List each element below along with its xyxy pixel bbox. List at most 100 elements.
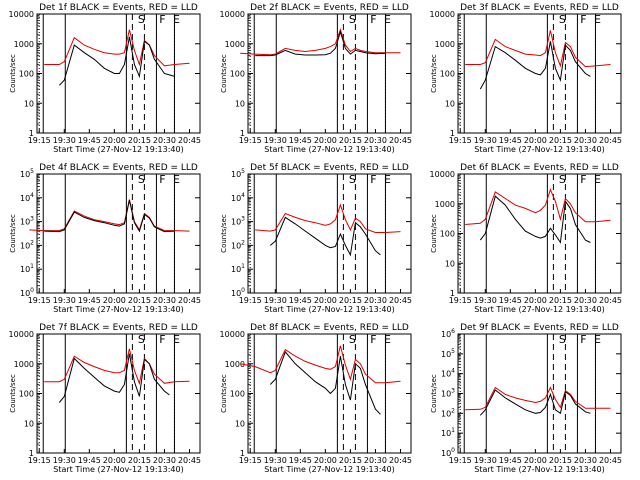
marker-label: S [138, 333, 145, 346]
x-tick-label: 20:00 [103, 456, 126, 465]
x-tick-label: 19:45 [78, 136, 101, 145]
y-tick-label: 105 [441, 348, 455, 359]
marker-label: F [159, 13, 165, 26]
series-line-events [269, 350, 381, 415]
series-line-events [255, 30, 386, 57]
series-line-events [58, 353, 170, 403]
x-tick-label: 20:45 [599, 456, 622, 465]
x-tick-label: 20:00 [103, 136, 126, 145]
y-tick-label: 10000 [9, 10, 34, 19]
marker-label: F [580, 173, 586, 186]
y-tick-label: 10000 [430, 170, 455, 179]
y-axis-label: Counts/sec [220, 374, 228, 413]
chart-panel-4: Det 4f BLACK = Events, RED = LLD 100 101 10… [9, 163, 201, 314]
x-tick-label: 20:30 [574, 456, 597, 465]
x-axis-label: Start Time (27-Nov-12 19:13:40) [264, 145, 394, 154]
x-tick-label: 20:15 [549, 136, 572, 145]
x-tick-label: 20:45 [389, 136, 412, 145]
marker-label: S [349, 13, 356, 26]
y-tick-label: 10 [24, 99, 34, 108]
y-tick-label: 103 [20, 216, 34, 227]
y-tick-label: 10 [445, 259, 455, 268]
x-tick-label: 19:45 [499, 456, 522, 465]
x-tick-label: 19:45 [499, 136, 522, 145]
chart-panel-2: Det 2f BLACK = Events, RED = LLD 1 10 100 10… [220, 3, 412, 154]
y-tick-label: 1 [29, 129, 34, 138]
chart-title: Det 6f BLACK = Events, RED = LLD [460, 163, 619, 173]
marker-label: S [349, 333, 356, 346]
x-tick-label: 20:15 [339, 296, 362, 305]
y-tick-label: 1 [450, 129, 455, 138]
x-tick-label: 19:15 [28, 136, 51, 145]
x-tick-label: 19:15 [239, 296, 262, 305]
y-tick-label: 1000 [14, 360, 34, 369]
chart-panel-8: Det 8f BLACK = Events, RED = LLD 1 10 100 10… [220, 323, 412, 474]
series-line-events [479, 41, 591, 90]
x-tick-label: 20:45 [389, 296, 412, 305]
y-tick-label: 1000 [225, 360, 245, 369]
marker-label: F [370, 173, 376, 186]
y-tick-label: 10000 [430, 10, 455, 19]
y-tick-label: 104 [231, 192, 245, 203]
x-tick-label: 20:45 [599, 296, 622, 305]
y-axis-label: Counts/sec [430, 54, 438, 93]
series-line-lld [465, 30, 611, 68]
chart-title: Det 9f BLACK = Events, RED = LLD [460, 323, 619, 333]
marker-label: S [559, 13, 566, 26]
x-tick-label: 20:30 [153, 296, 176, 305]
x-tick-label: 20:30 [364, 136, 387, 145]
chart-title: Det 3f BLACK = Events, RED = LLD [460, 3, 619, 13]
marker-label: E [173, 333, 180, 346]
series-line-events [58, 36, 175, 86]
chart-title: Det 1f BLACK = Events, RED = LLD [39, 3, 198, 13]
chart-panel-6: Det 6f BLACK = Events, RED = LLD 1 10 100 10… [430, 163, 622, 314]
x-tick-label: 20:00 [314, 136, 337, 145]
x-tick-label: 20:30 [153, 136, 176, 145]
x-tick-label: 20:30 [574, 136, 597, 145]
plot-frame [36, 173, 201, 294]
x-tick-label: 20:30 [153, 456, 176, 465]
y-tick-label: 10000 [220, 10, 245, 19]
x-tick-label: 19:30 [474, 136, 497, 145]
x-tick-label: 19:45 [289, 456, 312, 465]
x-tick-label: 19:15 [449, 296, 472, 305]
marker-label: F [580, 13, 586, 26]
series-line-lld [44, 29, 190, 67]
x-tick-label: 19:30 [264, 136, 287, 145]
x-tick-label: 20:15 [128, 296, 151, 305]
y-tick-label: 10000 [9, 330, 34, 339]
y-tick-label: 1000 [435, 40, 455, 49]
marker-label: E [173, 173, 180, 186]
chart-title: Det 5f BLACK = Events, RED = LLD [250, 163, 409, 173]
x-tick-label: 20:15 [339, 136, 362, 145]
marker-label: E [594, 333, 601, 346]
y-axis-label: Counts/sec [9, 374, 17, 413]
x-axis-label: Start Time (27-Nov-12 19:13:40) [474, 305, 604, 314]
series-line-events [44, 199, 175, 233]
series-line-lld [465, 188, 611, 225]
y-tick-label: 10 [445, 99, 455, 108]
chart-title: Det 7f BLACK = Events, RED = LLD [39, 323, 198, 333]
y-tick-label: 100 [19, 70, 34, 79]
x-tick-label: 20:15 [549, 456, 572, 465]
series-line-lld [240, 28, 401, 56]
y-tick-label: 101 [20, 263, 34, 274]
y-tick-label: 104 [20, 192, 34, 203]
y-tick-label: 1 [240, 129, 245, 138]
marker-label: S [559, 173, 566, 186]
x-tick-label: 19:15 [239, 456, 262, 465]
y-tick-label: 10 [235, 419, 245, 428]
y-tick-label: 100 [19, 390, 34, 399]
chart-panel-5: Det 5f BLACK = Events, RED = LLD 100 101 10… [220, 163, 412, 314]
x-tick-label: 19:30 [264, 296, 287, 305]
marker-label: E [384, 13, 391, 26]
y-tick-label: 102 [231, 239, 245, 250]
series-line-lld [44, 348, 190, 386]
x-tick-label: 19:15 [449, 456, 472, 465]
x-tick-label: 20:45 [178, 136, 201, 145]
y-tick-label: 101 [441, 427, 455, 438]
x-tick-label: 20:45 [389, 456, 412, 465]
y-tick-label: 100 [230, 70, 245, 79]
y-tick-label: 105 [20, 168, 34, 179]
